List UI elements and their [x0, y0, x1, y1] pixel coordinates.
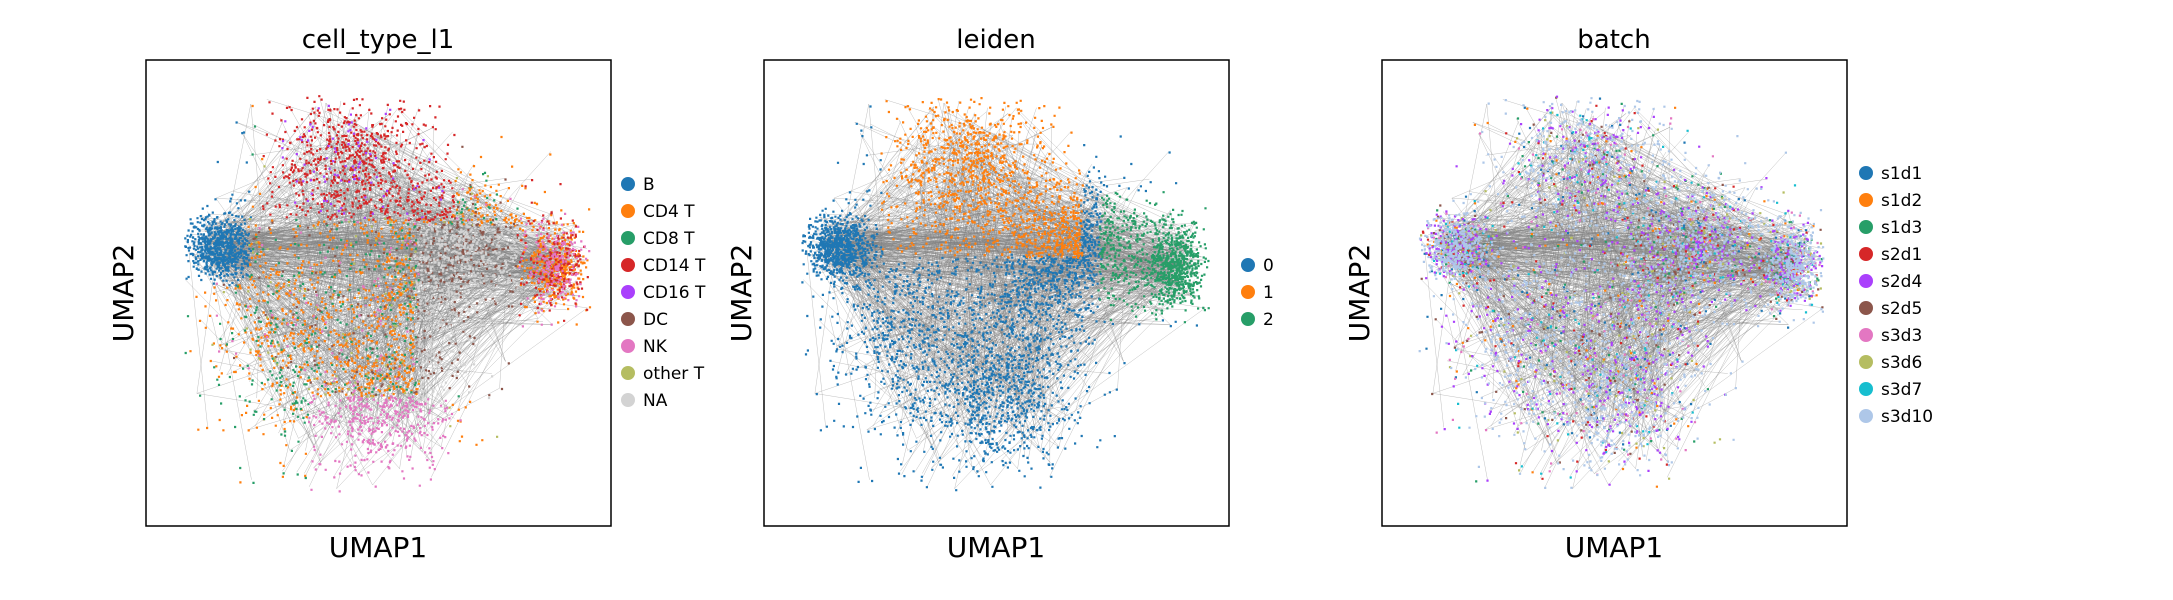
legend-item: s3d7	[1859, 380, 1922, 400]
legend-marker	[621, 339, 635, 353]
legend: 0 1 2	[1241, 256, 1274, 330]
legend-marker	[621, 258, 635, 272]
legend-item: NK	[621, 337, 668, 357]
series-points-1	[880, 97, 1084, 259]
legend-label: 2	[1263, 310, 1274, 330]
panel-batch: batch UMAP1 UMAP2 s1d1 s1d2 s1d3 s2d1 s2d4 s2…	[1343, 25, 1933, 564]
panel-title: batch	[1577, 25, 1650, 55]
legend: s1d1 s1d2 s1d3 s2d1 s2d4 s2d5 s3d3 s3d6 s3d7 s3d1…	[1859, 164, 1933, 427]
legend-item: s1d2	[1859, 191, 1922, 211]
legend-item: s2d5	[1859, 299, 1922, 319]
legend-item: 1	[1241, 283, 1274, 303]
y-axis-label: UMAP2	[1343, 244, 1376, 343]
legend-item: CD14 T	[621, 256, 706, 276]
legend-item: NA	[621, 391, 668, 411]
legend-label: s3d3	[1881, 326, 1922, 346]
plot-frame	[763, 59, 1230, 527]
cell-points	[801, 97, 1210, 492]
legend-marker	[621, 393, 635, 407]
panel-title: cell_type_l1	[302, 25, 455, 55]
legend-item: s1d3	[1859, 218, 1922, 238]
legend-marker	[1241, 258, 1255, 272]
panel-cell-type: cell_type_l1 UMAP1 UMAP2 B CD4 T CD8 T CD14…	[107, 25, 706, 564]
legend-marker	[1241, 312, 1255, 326]
scatter-area	[184, 95, 592, 493]
legend-item: B	[621, 175, 655, 195]
legend-label: CD14 T	[643, 256, 706, 276]
legend-label: NA	[643, 391, 668, 411]
legend-item: s2d4	[1859, 272, 1922, 292]
legend-item: s3d10	[1859, 407, 1933, 427]
legend-marker	[621, 366, 635, 380]
legend-marker	[621, 285, 635, 299]
legend-item: s1d1	[1859, 164, 1922, 184]
legend-marker	[1241, 285, 1255, 299]
legend-item: CD8 T	[621, 229, 695, 249]
cell-points	[184, 95, 592, 493]
legend-marker	[1859, 328, 1873, 342]
legend-marker	[621, 177, 635, 191]
plot-frame	[1381, 59, 1848, 527]
legend-marker	[1859, 193, 1873, 207]
legend-item: 2	[1241, 310, 1274, 330]
legend-label: 1	[1263, 283, 1274, 303]
legend-label: s1d2	[1881, 191, 1922, 211]
legend-marker	[1859, 382, 1873, 396]
legend-label: s1d3	[1881, 218, 1922, 238]
legend-label: s3d10	[1881, 407, 1933, 427]
legend-label: s2d4	[1881, 272, 1922, 292]
legend-marker	[1859, 274, 1873, 288]
legend-label: s2d1	[1881, 245, 1922, 265]
legend-marker	[1859, 220, 1873, 234]
x-axis-label: UMAP1	[947, 531, 1046, 564]
x-axis-label: UMAP1	[1565, 531, 1664, 564]
panel-title: leiden	[956, 25, 1035, 55]
x-axis-label: UMAP1	[329, 531, 428, 564]
legend-item: CD16 T	[621, 283, 706, 303]
legend-item: 0	[1241, 256, 1274, 276]
series-points-nk	[215, 188, 591, 493]
legend-marker	[621, 204, 635, 218]
legend-label: CD16 T	[643, 283, 706, 303]
legend-label: s2d5	[1881, 299, 1922, 319]
legend-label: s3d7	[1881, 380, 1922, 400]
legend-marker	[1859, 409, 1873, 423]
series-points-na	[414, 221, 521, 400]
series-points-other-t	[211, 165, 499, 438]
legend-label: CD4 T	[643, 202, 695, 222]
legend-marker	[621, 312, 635, 326]
legend-item: s3d3	[1859, 326, 1922, 346]
legend-label: B	[643, 175, 655, 195]
legend-label: other T	[643, 364, 705, 384]
legend-label: s1d1	[1881, 164, 1922, 184]
scatter-area	[801, 97, 1210, 492]
legend-item: DC	[621, 310, 668, 330]
series-points-2	[1097, 191, 1210, 324]
legend-label: NK	[643, 337, 668, 357]
series-points-dc	[222, 145, 520, 397]
scatter-area	[1418, 95, 1825, 489]
series-points-b	[184, 121, 252, 287]
legend-marker	[621, 231, 635, 245]
legend-marker	[1859, 166, 1873, 180]
legend-item: s3d6	[1859, 353, 1922, 373]
legend-label: s3d6	[1881, 353, 1922, 373]
panel-leiden: leiden UMAP1 UMAP2 0 1 2	[725, 25, 1274, 564]
legend-item: CD4 T	[621, 202, 695, 222]
legend-marker	[1859, 301, 1873, 315]
plot-frame	[145, 59, 612, 527]
legend-label: 0	[1263, 256, 1274, 276]
legend-item: s2d1	[1859, 245, 1922, 265]
legend: B CD4 T CD8 T CD14 T CD16 T DC NK other T NA	[621, 175, 706, 411]
legend-marker	[1859, 247, 1873, 261]
legend-label: CD8 T	[643, 229, 695, 249]
legend-marker	[1859, 355, 1873, 369]
y-axis-label: UMAP2	[725, 244, 758, 343]
y-axis-label: UMAP2	[107, 244, 140, 343]
legend-item: other T	[621, 364, 705, 384]
legend-label: DC	[643, 310, 668, 330]
